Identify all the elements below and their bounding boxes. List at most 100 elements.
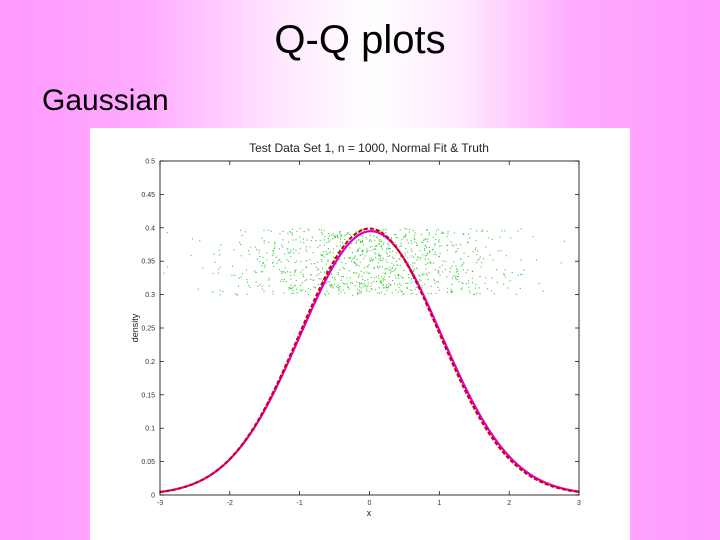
scatter-point: [219, 289, 221, 291]
scatter-point: [461, 263, 463, 265]
scatter-point: [283, 271, 285, 273]
scatter-point: [433, 278, 435, 280]
scatter-point: [460, 258, 462, 260]
scatter-point: [237, 285, 239, 287]
scatter-point: [292, 290, 294, 292]
scatter-point: [273, 253, 275, 255]
scatter-point: [292, 239, 294, 241]
scatter-point: [355, 263, 357, 265]
scatter-point: [385, 272, 387, 274]
scatter-point: [241, 235, 243, 237]
scatter-point: [409, 228, 411, 230]
scatter-point: [407, 262, 409, 264]
scatter-point: [457, 248, 459, 250]
scatter-layer: [163, 227, 565, 296]
scatter-point: [427, 278, 429, 280]
scatter-point: [359, 231, 361, 233]
scatter-point: [395, 277, 397, 279]
scatter-point: [219, 254, 221, 256]
scatter-point: [290, 287, 292, 289]
scatter-point: [378, 275, 380, 277]
scatter-point: [391, 262, 393, 264]
scatter-point: [463, 233, 465, 235]
scatter-point: [478, 287, 480, 289]
scatter-point: [476, 250, 478, 252]
scatter-point: [288, 241, 290, 243]
scatter-point: [344, 283, 346, 285]
scatter-point: [424, 255, 426, 257]
scatter-point: [438, 289, 440, 291]
scatter-point: [239, 242, 241, 244]
scatter-point: [381, 276, 383, 278]
scatter-point: [428, 262, 430, 264]
scatter-point: [412, 256, 414, 258]
y-tick-label: 0.35: [141, 259, 155, 266]
scatter-point: [304, 280, 306, 282]
scatter-point: [399, 258, 401, 260]
scatter-point: [349, 277, 351, 279]
scatter-point: [400, 275, 402, 277]
scatter-point: [339, 258, 341, 260]
scatter-point: [281, 244, 283, 246]
scatter-point: [446, 291, 448, 293]
scatter-point: [378, 243, 380, 245]
scatter-point: [356, 251, 358, 253]
scatter-point: [485, 246, 487, 248]
scatter-point: [444, 261, 446, 263]
scatter-point: [305, 267, 307, 269]
scatter-point: [312, 252, 314, 254]
scatter-point: [329, 284, 331, 286]
scatter-point: [197, 288, 199, 290]
scatter-point: [284, 272, 286, 274]
scatter-point: [421, 287, 423, 289]
scatter-point: [234, 274, 236, 276]
scatter-point: [370, 276, 372, 278]
scatter-point: [354, 272, 356, 274]
scatter-point: [278, 259, 280, 261]
scatter-point: [263, 242, 265, 244]
scatter-point: [329, 240, 331, 242]
scatter-point: [504, 276, 506, 278]
scatter-point: [438, 271, 440, 273]
scatter-point: [323, 251, 325, 253]
scatter-point: [396, 237, 398, 239]
scatter-point: [273, 266, 275, 268]
scatter-point: [316, 266, 318, 268]
scatter-point: [326, 269, 328, 271]
scatter-point: [416, 268, 418, 270]
scatter-point: [380, 245, 382, 247]
scatter-point: [325, 282, 327, 284]
scatter-point: [405, 234, 407, 236]
scatter-point: [428, 246, 430, 248]
scatter-point: [434, 269, 436, 271]
scatter-point: [261, 288, 263, 290]
scatter-point: [355, 234, 357, 236]
scatter-point: [507, 287, 509, 289]
scatter-point: [278, 248, 280, 250]
scatter-point: [380, 257, 382, 259]
scatter-point: [359, 290, 361, 292]
scatter-point: [333, 256, 335, 258]
scatter-point: [286, 248, 288, 250]
scatter-point: [166, 232, 168, 234]
scatter-point: [376, 236, 378, 238]
scatter-point: [476, 262, 478, 264]
scatter-point: [401, 239, 403, 241]
scatter-point: [283, 278, 285, 280]
scatter-point: [383, 229, 385, 231]
scatter-point: [462, 283, 464, 285]
scatter-point: [433, 254, 435, 256]
scatter-point: [257, 285, 259, 287]
scatter-point: [305, 260, 307, 262]
scatter-point: [387, 287, 389, 289]
scatter-point: [398, 258, 400, 260]
scatter-point: [411, 242, 413, 244]
scatter-point: [388, 248, 390, 250]
scatter-point: [373, 267, 375, 269]
scatter-point: [424, 258, 426, 260]
scatter-point: [256, 258, 258, 260]
scatter-point: [393, 257, 395, 259]
scatter-point: [320, 258, 322, 260]
scatter-point: [441, 232, 443, 234]
scatter-point: [371, 246, 373, 248]
